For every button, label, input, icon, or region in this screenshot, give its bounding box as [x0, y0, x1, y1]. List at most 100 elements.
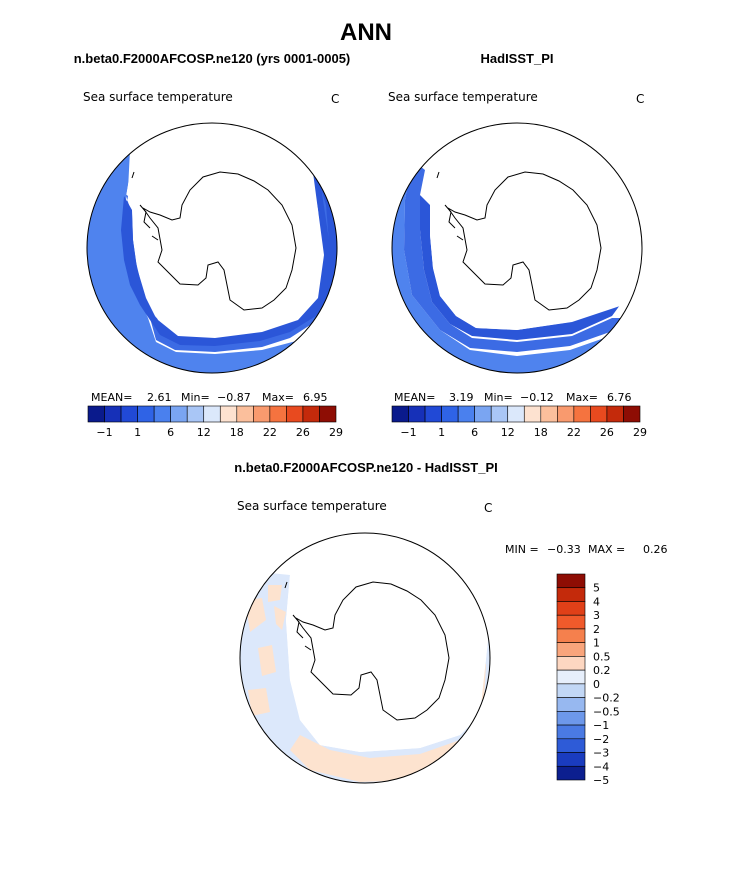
right-mean-value: 3.19	[449, 391, 474, 404]
right-mean-label: MEAN=	[394, 391, 435, 404]
diff-ocean-patches	[245, 585, 486, 716]
left-panel-title: n.beta0.F2000AFCOSP.ne120 (yrs 0001-0005…	[74, 51, 351, 66]
diff-colorbar-swatch	[556, 711, 586, 726]
diff-colorbar-swatch	[556, 683, 586, 698]
right-colorbar-tick-label: −1	[400, 426, 416, 439]
left-colorbar-tick-label: 6	[167, 426, 174, 439]
left-max-value: 6.95	[303, 391, 328, 404]
diff-colorbar-tick-label: −5	[593, 774, 609, 787]
diff-colorbar-tick-label: −3	[593, 747, 609, 760]
diff-colorbar-tick-label: −0.5	[593, 705, 620, 718]
right-colorbar-swatch	[490, 405, 509, 423]
right-antarctica-outline	[447, 171, 602, 311]
right-colorbar-tick-label: 29	[633, 426, 647, 439]
left-antarctica-outline	[142, 171, 297, 311]
right-colorbar-tick-label: 18	[534, 426, 548, 439]
left-colorbar-swatch	[186, 405, 205, 423]
diff-colorbar-tick-label: 0.2	[593, 664, 611, 677]
right-colorbar-swatch	[590, 405, 608, 423]
left-colorbar-tick-label: 29	[329, 426, 343, 439]
diff-colorbar-swatch	[556, 752, 586, 767]
left-colorbar-swatch	[219, 405, 238, 423]
left-colorbar-tick-label: 12	[197, 426, 211, 439]
left-colorbar-swatch	[236, 405, 254, 423]
right-max-value: 6.76	[607, 391, 632, 404]
left-map-panel: Sea surface temperature C MEAN= 2.61 Min…	[83, 90, 343, 439]
diff-variable-label: Sea surface temperature	[237, 499, 387, 513]
right-colorbar-swatch	[623, 405, 641, 423]
right-colorbar: −1 1 6 12 18 22 26 29	[391, 405, 647, 439]
left-sst-field	[87, 123, 337, 373]
right-sea-ice	[425, 150, 642, 330]
diff-colorbar-swatch	[556, 573, 586, 589]
right-variable-label: Sea surface temperature	[388, 90, 538, 104]
left-colorbar: −1 1 6 12 18 22 26 29	[87, 405, 343, 439]
right-colorbar-tick-label: 6	[471, 426, 478, 439]
diff-max-label: MAX =	[588, 543, 625, 556]
left-colorbar-swatch	[153, 405, 171, 423]
diff-colorbar-tick-label: 5	[593, 582, 600, 595]
diff-colorbar-swatch	[556, 738, 586, 753]
left-variable-label: Sea surface temperature	[83, 90, 233, 104]
diff-panel-title: n.beta0.F2000AFCOSP.ne120 - HadISST_PI	[234, 460, 497, 475]
right-colorbar-swatch	[606, 405, 624, 423]
right-colorbar-swatch	[408, 405, 426, 423]
right-min-label: Min=	[484, 391, 513, 404]
diff-colorbar-swatch	[556, 697, 586, 712]
right-colorbar-swatch	[557, 405, 575, 423]
right-panel-title: HadISST_PI	[481, 51, 554, 66]
right-colorbar-tick-label: 26	[600, 426, 614, 439]
diff-colorbar-tick-label: 3	[593, 609, 600, 622]
left-colorbar-swatch	[170, 405, 188, 423]
diff-colorbar-swatch	[556, 614, 586, 630]
left-colorbar-swatch	[137, 405, 155, 423]
diff-min-label: MIN =	[505, 543, 539, 556]
right-colorbar-swatch	[391, 405, 409, 423]
diff-colorbar-tick-label: 0	[593, 678, 600, 691]
left-mean-label: MEAN=	[91, 391, 132, 404]
left-colorbar-tick-label: 18	[230, 426, 244, 439]
diff-colorbar-swatch	[556, 656, 586, 671]
left-colorbar-swatch	[269, 405, 287, 423]
diff-colorbar-swatch	[556, 669, 586, 685]
diff-colorbar-tick-label: −4	[593, 760, 609, 773]
right-map-border	[391, 122, 643, 374]
diff-colorbar-swatch	[556, 765, 586, 781]
right-colorbar-tick-label: 12	[501, 426, 515, 439]
right-map-panel: Sea surface temperature C MEAN= 3.19 Min…	[388, 90, 647, 439]
left-colorbar-tick-label: 1	[134, 426, 141, 439]
right-colorbar-swatch	[457, 405, 475, 423]
right-colorbar-swatch	[523, 405, 542, 423]
diff-colorbar-tick-label: −1	[593, 719, 609, 732]
diff-max-value: 0.26	[643, 543, 668, 556]
right-max-label: Max=	[566, 391, 598, 404]
left-ocean-west-far	[87, 140, 337, 373]
diff-colorbar-tick-label: 4	[593, 595, 600, 608]
diff-colorbar-tick-label: 0.5	[593, 650, 611, 663]
right-colorbar-swatch	[573, 405, 591, 423]
right-min-value: −0.12	[520, 391, 554, 404]
left-colorbar-swatch	[253, 405, 271, 423]
diff-colorbar-swatch	[556, 642, 586, 657]
left-colorbar-swatch	[319, 405, 337, 423]
left-colorbar-swatch	[104, 405, 122, 423]
right-colorbar-swatch	[424, 405, 442, 423]
left-colorbar-swatch	[87, 405, 105, 423]
diff-colorbar-tick-label: 2	[593, 623, 600, 636]
diff-antarctica-outline	[295, 581, 450, 721]
diff-colorbar-swatch	[556, 601, 586, 616]
diff-colorbar-swatch	[556, 724, 586, 740]
left-colorbar-swatch	[120, 405, 138, 423]
right-sst-field	[392, 123, 642, 373]
right-colorbar-tick-label: 1	[438, 426, 445, 439]
diff-sst-field	[240, 533, 490, 783]
left-colorbar-swatch	[302, 405, 320, 423]
diff-map-panel: Sea surface temperature C MIN = −0.33 MA…	[237, 499, 668, 787]
diff-units-label: C	[484, 501, 492, 515]
left-colorbar-swatch	[286, 405, 304, 423]
diff-colorbar-swatch	[556, 587, 586, 602]
left-colorbar-tick-label: 26	[296, 426, 310, 439]
left-min-label: Min=	[181, 391, 210, 404]
